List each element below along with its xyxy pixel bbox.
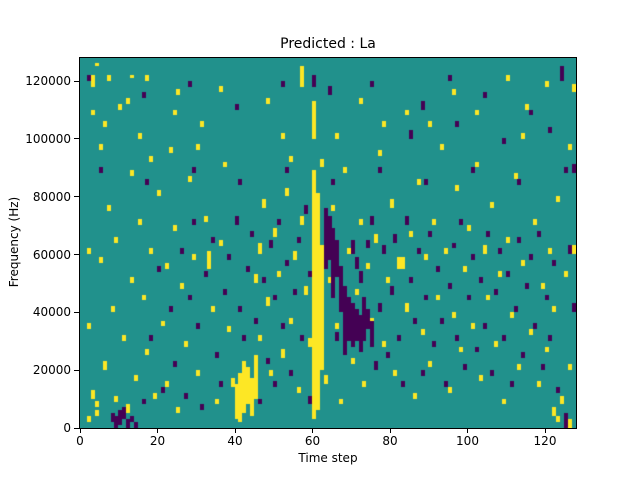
x-axis-label: Time step	[298, 451, 358, 465]
y-tick-mark	[74, 138, 79, 140]
y-tick-mark	[74, 427, 79, 429]
x-tick-label: 40	[227, 434, 243, 448]
y-tick-mark	[74, 196, 79, 198]
x-tick-mark	[157, 429, 158, 433]
y-tick-label: 0	[63, 421, 71, 435]
x-tick-mark	[467, 429, 468, 433]
x-tick-label: 0	[76, 434, 84, 448]
x-tick-label: 60	[304, 434, 321, 448]
x-tick-label: 20	[149, 434, 166, 448]
plot-title: Predicted : La	[280, 36, 376, 52]
y-tick-label: 20000	[32, 363, 71, 378]
y-tick-mark	[74, 254, 79, 256]
y-axis-label: Frequency (Hz)	[7, 196, 21, 288]
x-tick-mark	[389, 429, 391, 433]
y-tick-label: 100000	[25, 131, 71, 146]
x-tick-label: 100	[456, 434, 479, 448]
y-tick-label: 120000	[25, 74, 71, 89]
heatmap-canvas	[79, 57, 577, 429]
x-tick-mark	[312, 429, 313, 433]
y-tick-label: 80000	[32, 189, 71, 204]
y-tick-mark	[74, 369, 79, 371]
y-tick-label: 40000	[32, 305, 71, 320]
x-tick-label: 80	[382, 434, 398, 448]
x-tick-label: 120	[533, 434, 557, 448]
x-tick-mark	[79, 429, 81, 433]
x-tick-mark	[234, 429, 236, 433]
y-tick-mark	[74, 311, 79, 313]
y-tick-label: 60000	[32, 247, 71, 262]
y-tick-mark	[74, 80, 79, 82]
x-tick-mark	[544, 429, 546, 433]
